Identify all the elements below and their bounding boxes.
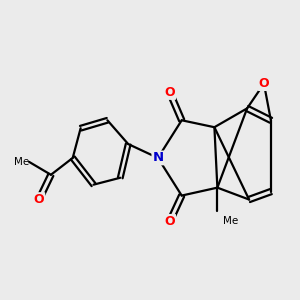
Text: O: O: [259, 77, 269, 90]
Text: Me: Me: [14, 157, 29, 167]
Text: Me: Me: [223, 216, 238, 226]
Text: O: O: [34, 193, 44, 206]
Text: O: O: [164, 86, 175, 99]
Text: O: O: [164, 215, 175, 228]
Text: N: N: [152, 152, 164, 164]
